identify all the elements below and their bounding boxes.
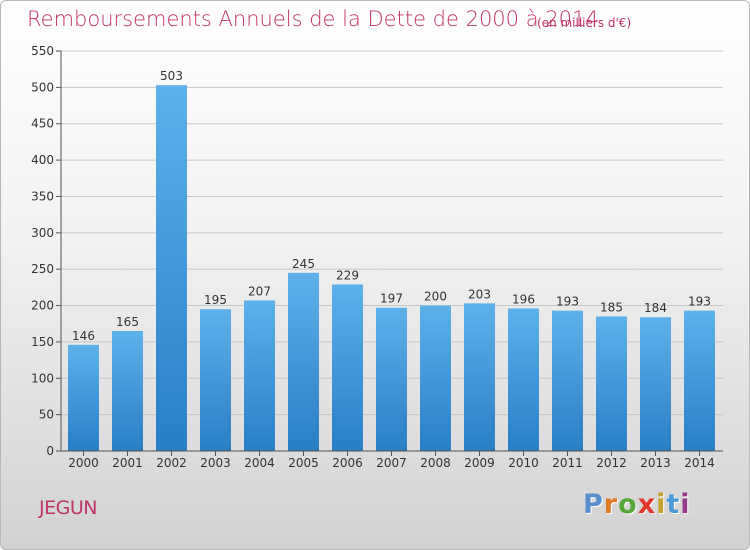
y-axis: 0 50 100 150 200 250 300 350 400 450 500 550: [31, 44, 62, 458]
x-tick-label: 2011: [552, 456, 583, 470]
bar-2012[interactable]: [596, 316, 627, 451]
x-tick-label: 2010: [508, 456, 539, 470]
bar-value-label: 200: [424, 290, 447, 304]
bar-2007[interactable]: [376, 307, 407, 451]
x-tick-label: 2005: [288, 456, 319, 470]
y-tick-label: 400: [31, 153, 54, 167]
chart-title: Remboursements Annuels de la Dette de 20…: [27, 7, 599, 31]
bar-2013[interactable]: [640, 317, 671, 451]
logo-letter: P: [583, 489, 604, 520]
bar-2005[interactable]: [288, 272, 319, 451]
logo-letter: x: [637, 489, 657, 520]
bar-value-label: 503: [160, 69, 183, 83]
bar-2009[interactable]: [464, 303, 495, 451]
bar-value-label: 185: [600, 300, 623, 314]
bar-2014[interactable]: [684, 310, 715, 451]
bar-value-label: 195: [204, 293, 227, 307]
x-tick-label: 2006: [332, 456, 363, 470]
bar-2006[interactable]: [332, 284, 363, 451]
logo-letter: i: [680, 489, 691, 520]
y-tick-label: 500: [31, 80, 54, 94]
bar-value-label: 165: [116, 315, 139, 329]
bar-value-label: 245: [292, 257, 315, 271]
x-tick-label: 2001: [112, 456, 143, 470]
logo-letter: r: [603, 489, 619, 520]
proxiti-logo[interactable]: Proxiti: [583, 489, 691, 520]
y-tick-label: 250: [31, 262, 54, 276]
logo-letter: t: [666, 489, 681, 520]
y-tick-label: 150: [31, 335, 54, 349]
bar-2010[interactable]: [508, 308, 539, 451]
x-tick-label: 2009: [464, 456, 495, 470]
x-tick-label: 2002: [156, 456, 187, 470]
y-tick-label: 300: [31, 226, 54, 240]
bar-2008[interactable]: [420, 305, 451, 451]
bar-value-label: 193: [688, 295, 711, 309]
x-tick-label: 2012: [596, 456, 627, 470]
x-axis: 2000 2001 2002 2003 2004 2005 2006 2007 2008 2009…: [61, 450, 723, 470]
bar-2000[interactable]: [68, 344, 99, 451]
bars: 146 165 503 195 207 245 229 197 200 203 196 193 185 1…: [68, 69, 715, 451]
x-tick-label: 2004: [244, 456, 275, 470]
bar-2003[interactable]: [200, 309, 231, 451]
chart-unit: (en milliers d'€): [537, 16, 632, 30]
bar-value-label: 229: [336, 268, 359, 282]
y-tick-label: 450: [31, 117, 54, 131]
y-tick-label: 100: [31, 371, 54, 385]
logo-letter: o: [618, 489, 638, 520]
bar-value-label: 197: [380, 292, 403, 306]
x-tick-label: 2008: [420, 456, 451, 470]
logo-letter: i: [656, 489, 667, 520]
bar-2004[interactable]: [244, 300, 275, 451]
bar-value-label: 207: [248, 284, 271, 298]
y-tick-label: 200: [31, 299, 54, 313]
y-tick-label: 550: [31, 44, 54, 58]
commune-name: JEGUN: [39, 497, 97, 519]
x-tick-label: 2003: [200, 456, 231, 470]
bar-value-label: 203: [468, 287, 491, 301]
bar-value-label: 193: [556, 295, 579, 309]
x-tick-label: 2000: [68, 456, 99, 470]
y-tick-label: 50: [39, 408, 54, 422]
bar-value-label: 196: [512, 292, 535, 306]
bar-2002[interactable]: [156, 85, 187, 451]
bar-2011[interactable]: [552, 310, 583, 451]
x-tick-label: 2007: [376, 456, 407, 470]
bar-value-label: 146: [72, 329, 95, 343]
y-tick-label: 350: [31, 189, 54, 203]
x-tick-label: 2013: [640, 456, 671, 470]
y-tick-label: 0: [46, 444, 54, 458]
x-tick-label: 2014: [684, 456, 715, 470]
bar-value-label: 184: [644, 301, 667, 315]
bar-2001[interactable]: [112, 331, 143, 451]
